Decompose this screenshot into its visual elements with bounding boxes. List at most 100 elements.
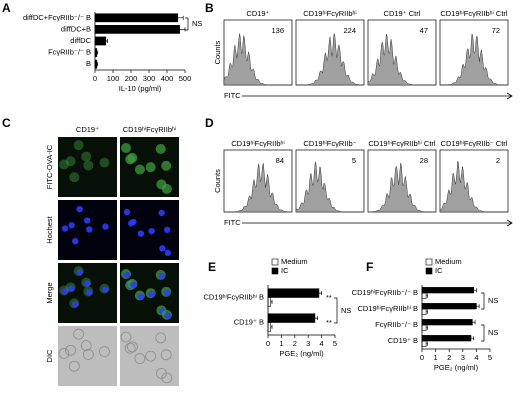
x-tick-label: 500 [179, 74, 192, 83]
nucleus [68, 285, 75, 292]
cell-fluor [145, 162, 156, 173]
nucleus [137, 293, 145, 300]
y-axis-label: Counts [213, 40, 222, 64]
histogram-shape [439, 33, 509, 86]
cell-dic [58, 348, 70, 359]
bar [94, 25, 180, 34]
nucleus [130, 218, 137, 226]
error-bar [426, 293, 428, 298]
bar [267, 322, 271, 332]
error-bar [318, 291, 322, 296]
cell-dic [126, 341, 138, 353]
histogram-shape [295, 161, 364, 213]
nucleus [164, 312, 172, 320]
bar [421, 292, 427, 299]
nucleus [159, 245, 166, 252]
error-bar [177, 15, 184, 20]
bar [267, 297, 271, 307]
cell-dic [80, 340, 92, 351]
nucleus [76, 205, 83, 213]
cell-fluor [161, 160, 172, 171]
category-label: diffDC [70, 36, 91, 45]
cell-dic [65, 344, 77, 356]
legend-label: IC [281, 266, 289, 275]
x-tick-label: 1 [279, 339, 283, 348]
error-bar [96, 50, 99, 55]
micrograph [58, 326, 117, 386]
cell-fluor [121, 143, 132, 154]
x-axis-label: IL-10 (pg/ml) [119, 84, 162, 93]
bracket [334, 297, 338, 324]
cell-dic [155, 367, 167, 379]
mfi-value: 224 [343, 26, 356, 35]
panel-letter: B [205, 1, 214, 15]
plot-title: CD19ʰⁱFcγRIIbʰⁱ [231, 139, 284, 148]
nucleus [61, 225, 69, 232]
legend-label: Medium [435, 257, 462, 266]
x-tick-label: 5 [333, 339, 337, 348]
category-label: CD19⁺ B [234, 317, 264, 326]
cell-fluor [127, 152, 138, 163]
panel-letter: E [208, 260, 216, 274]
cell-dic [99, 346, 110, 358]
category-label: CD19ʰⁱFcγRIIb⁻/⁻ B [352, 288, 418, 297]
nucleus [158, 272, 165, 280]
x-tick-label: 400 [161, 74, 174, 83]
x-tick-label: 0 [420, 353, 424, 362]
cell-fluor [134, 164, 145, 175]
bar [421, 324, 427, 331]
arrow [242, 219, 513, 227]
micrograph [120, 326, 179, 386]
error-bar [105, 39, 108, 43]
cell-dic [124, 342, 136, 354]
bar [421, 340, 427, 347]
nucleus [123, 208, 131, 216]
error-bar [470, 336, 475, 341]
row-label: Merge [45, 282, 54, 303]
row-label: Hochest [45, 215, 54, 243]
error-bar [270, 299, 273, 304]
error-bar [426, 309, 428, 314]
error-bar [426, 341, 428, 346]
nucleus [164, 226, 171, 234]
category-label: CD19ʰⁱFcγRIIbʰⁱ B [203, 292, 264, 301]
nucleus [86, 289, 93, 296]
micrograph [58, 137, 117, 197]
x-tick-label: 4 [320, 339, 324, 348]
category-label: diffDC+FcγRIIb⁻/⁻ B [23, 13, 91, 22]
x-tick-label: 100 [107, 74, 120, 83]
axis [421, 285, 490, 350]
error-bar [426, 325, 428, 330]
legend-swatch [425, 267, 433, 275]
x-tick-label: 5 [488, 353, 492, 362]
mfi-value: 5 [352, 156, 356, 165]
row-label: FITC-OVA-IC [45, 144, 54, 189]
histogram-shape [439, 160, 508, 213]
mfi-value: 72 [492, 26, 500, 35]
error-bar [314, 316, 318, 321]
error-bar [96, 62, 99, 67]
nucleus [130, 281, 137, 289]
axis [267, 285, 335, 336]
plot-title: CD19ʰⁱFcγRIIb⁻ [303, 139, 356, 148]
cell-fluor [69, 172, 80, 183]
plot-title: CD19ʰⁱFcγRIIbʰⁱ Ctrl [440, 9, 508, 18]
nucleus [102, 286, 109, 293]
panel-letter: D [205, 116, 214, 130]
y-axis-label: Counts [213, 169, 222, 193]
plot-title: CD19ʰⁱFcγRIIbʰⁱ [303, 9, 356, 18]
nucleus [148, 290, 155, 298]
x-axis-label: PGE₂ (ng/ml) [434, 363, 479, 372]
x-axis-label: FITC [224, 218, 241, 227]
bar [421, 319, 473, 326]
column-header: CD19ʰⁱFcγRIIbʰⁱ [123, 125, 176, 134]
cell-dic [73, 328, 85, 340]
mfi-value: 47 [420, 26, 428, 35]
panel-letter: F [366, 260, 373, 274]
annotation: NS [341, 306, 351, 315]
cell-fluor [155, 143, 166, 154]
bracket [481, 292, 485, 310]
legend-label: IC [435, 266, 443, 275]
column-header: CD19⁺ [76, 125, 99, 134]
